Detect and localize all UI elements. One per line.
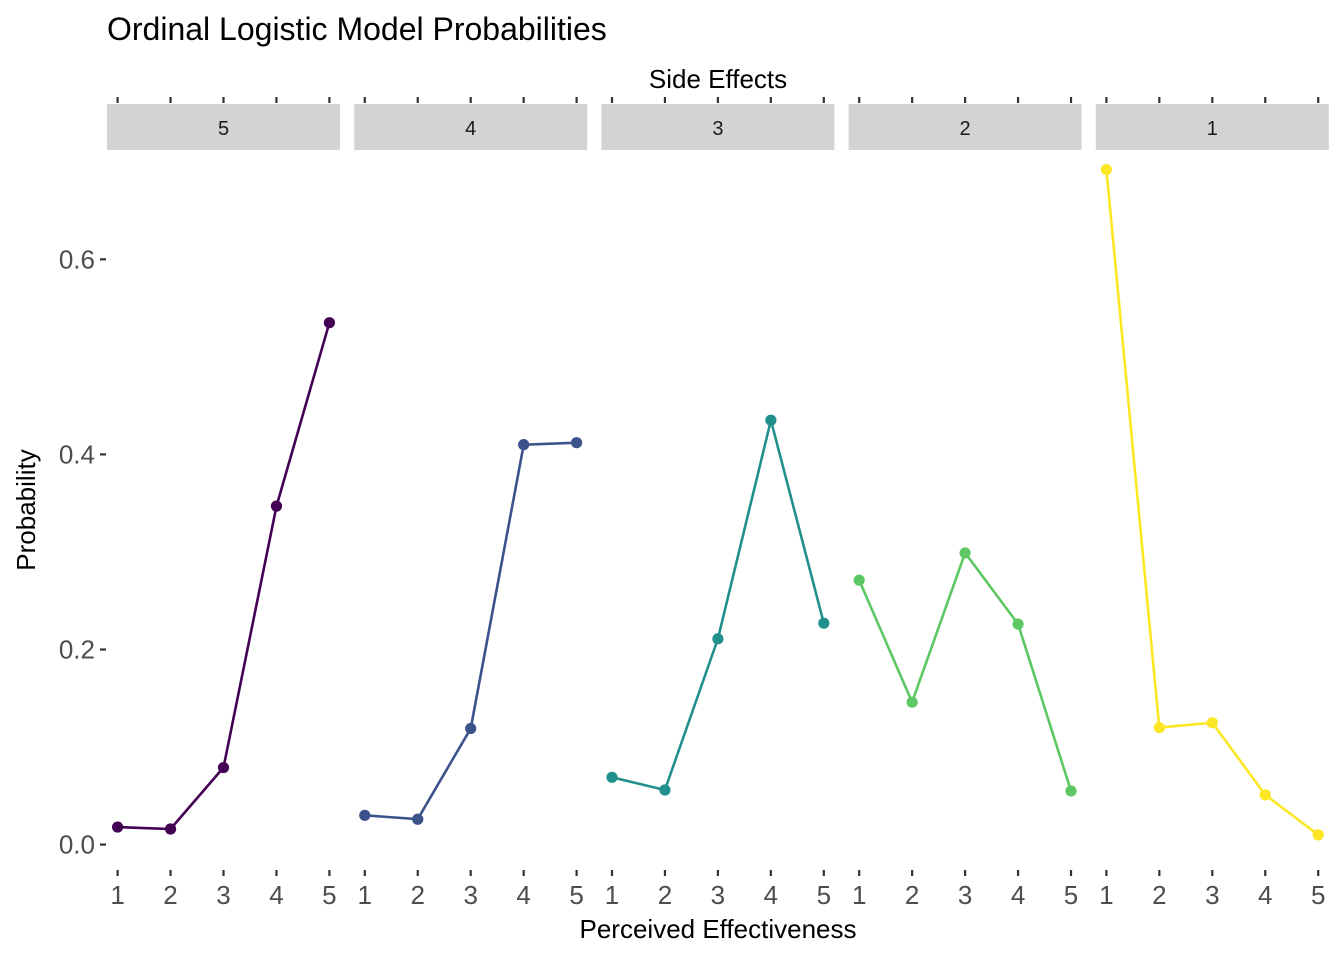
chart-title: Ordinal Logistic Model Probabilities bbox=[107, 11, 607, 47]
x-tick-label: 5 bbox=[569, 880, 583, 910]
facet-strip-label: 2 bbox=[960, 118, 971, 140]
data-point bbox=[164, 823, 177, 835]
data-point bbox=[1259, 789, 1271, 801]
x-tick-label: 3 bbox=[958, 880, 972, 910]
data-point bbox=[1012, 618, 1024, 630]
data-point bbox=[412, 813, 424, 825]
facet-strip bbox=[354, 104, 588, 150]
data-point bbox=[765, 414, 777, 426]
series-line-side-effects-4 bbox=[364, 441, 577, 821]
x-tick-label: 3 bbox=[463, 880, 477, 910]
x-tick-label: 2 bbox=[163, 880, 177, 910]
data-point bbox=[359, 809, 371, 821]
data-point bbox=[1206, 717, 1218, 729]
x-tick-label: 4 bbox=[764, 880, 778, 910]
x-tick-label: 4 bbox=[1011, 880, 1025, 910]
data-point bbox=[323, 317, 336, 329]
data-point bbox=[853, 574, 865, 586]
facet-strip bbox=[848, 104, 1082, 150]
x-tick-label: 3 bbox=[711, 880, 725, 910]
x-tick-label: 1 bbox=[605, 880, 619, 910]
data-point bbox=[1065, 785, 1077, 797]
data-point bbox=[217, 761, 230, 774]
x-tick-label: 2 bbox=[1152, 880, 1166, 910]
x-tick-label: 1 bbox=[852, 880, 866, 910]
facet-strip bbox=[601, 104, 835, 150]
facet-strip-label: 1 bbox=[1207, 118, 1218, 140]
x-tick-label: 5 bbox=[1311, 880, 1325, 910]
x-tick-label: 4 bbox=[269, 880, 283, 910]
plot-area: 0.00.20.40.651 2 3 4 541 2 3 4 531 2 3 4 521 2 3 4 511 2 3… bbox=[59, 97, 1329, 910]
x-tick-label: 3 bbox=[216, 880, 230, 910]
series-line-side-effects-5 bbox=[117, 322, 331, 831]
x-tick-label: 5 bbox=[322, 880, 336, 910]
x-tick-label: 4 bbox=[516, 880, 530, 910]
x-tick-label: 2 bbox=[905, 880, 919, 910]
y-tick-label: 0.6 bbox=[59, 244, 95, 274]
facet-strip bbox=[107, 104, 340, 150]
x-tick-label: 1 bbox=[1099, 880, 1113, 910]
data-point bbox=[465, 722, 477, 735]
x-tick-label: 5 bbox=[1064, 880, 1078, 910]
data-point bbox=[818, 617, 830, 629]
data-point bbox=[1312, 829, 1324, 841]
y-tick-label: 0.4 bbox=[59, 439, 95, 469]
x-axis-title: Perceived Effectiveness bbox=[580, 914, 857, 944]
x-tick-label: 1 bbox=[358, 880, 372, 910]
y-tick-label: 0.0 bbox=[59, 830, 95, 860]
x-tick-label: 1 bbox=[110, 880, 124, 910]
data-point bbox=[1153, 721, 1165, 734]
x-tick-label: 2 bbox=[658, 880, 672, 910]
data-point bbox=[1100, 163, 1112, 176]
data-point bbox=[606, 771, 618, 783]
data-point bbox=[111, 821, 124, 833]
data-point bbox=[270, 500, 283, 512]
facet-strip-label: 3 bbox=[712, 118, 723, 140]
y-tick-label: 0.2 bbox=[59, 635, 95, 665]
data-point bbox=[712, 633, 724, 645]
x-tick-label: 2 bbox=[411, 880, 425, 910]
y-axis-title: Probability bbox=[11, 449, 41, 570]
x-tick-label: 3 bbox=[1205, 880, 1219, 910]
facet-strip-label: 5 bbox=[218, 118, 229, 140]
data-point bbox=[518, 439, 530, 451]
data-point bbox=[906, 696, 918, 708]
data-point bbox=[571, 437, 583, 449]
facet-strip bbox=[1095, 104, 1329, 150]
series-line-side-effects-1 bbox=[1105, 169, 1319, 836]
data-point bbox=[659, 784, 671, 796]
data-point bbox=[959, 547, 971, 559]
series-line-side-effects-2 bbox=[858, 550, 1073, 792]
x-tick-label: 4 bbox=[1258, 880, 1272, 910]
facet-title: Side Effects bbox=[649, 64, 787, 94]
x-tick-label: 5 bbox=[817, 880, 831, 910]
series-line-side-effects-3 bbox=[611, 419, 826, 792]
facet-strip-label: 4 bbox=[465, 118, 476, 140]
